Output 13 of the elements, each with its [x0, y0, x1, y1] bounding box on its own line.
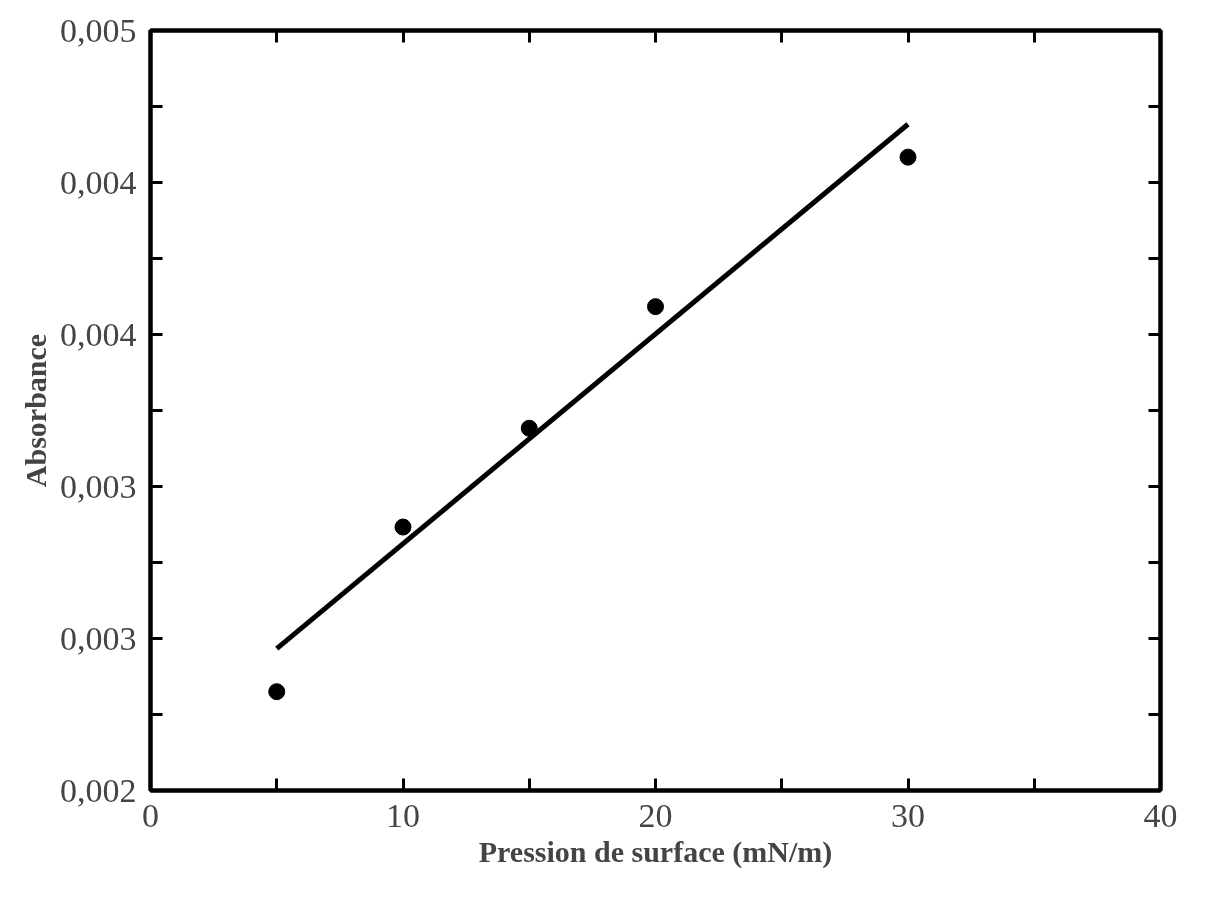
y-tick-label: 0,002: [60, 771, 137, 809]
x-tick-label: 20: [638, 796, 673, 834]
x-axis-title: Pression de surface (mN/m): [478, 834, 833, 869]
x-tick-label: 30: [891, 796, 925, 834]
y-tick-label: 0,003: [60, 467, 137, 505]
y-tick-label: 0,004: [60, 315, 137, 353]
x-tick-label: 0: [142, 796, 159, 834]
y-axis-title: Absorbance: [19, 333, 52, 488]
x-tick-label: 10: [386, 796, 420, 834]
x-tick-label: 40: [1143, 796, 1178, 834]
y-tick-label: 0,004: [60, 163, 137, 201]
y-tick-label: 0,005: [60, 11, 137, 49]
y-tick-label: 0,003: [60, 619, 137, 657]
